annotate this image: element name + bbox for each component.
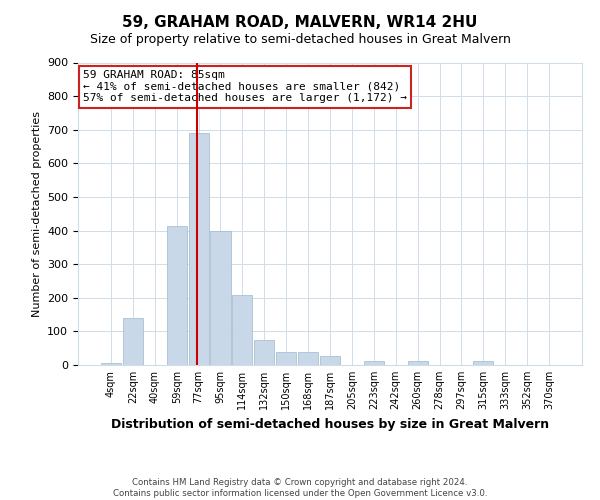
Bar: [364, 361, 384, 365]
Y-axis label: Number of semi-detached properties: Number of semi-detached properties: [32, 111, 41, 317]
Bar: [473, 361, 493, 365]
Bar: [232, 296, 253, 365]
Bar: [101, 364, 121, 365]
Text: 59, GRAHAM ROAD, MALVERN, WR14 2HU: 59, GRAHAM ROAD, MALVERN, WR14 2HU: [122, 15, 478, 30]
Bar: [254, 340, 274, 365]
Bar: [320, 356, 340, 365]
Bar: [276, 352, 296, 365]
Bar: [407, 361, 428, 365]
Bar: [298, 352, 318, 365]
Bar: [167, 226, 187, 365]
Bar: [188, 133, 209, 365]
X-axis label: Distribution of semi-detached houses by size in Great Malvern: Distribution of semi-detached houses by …: [111, 418, 549, 430]
Bar: [123, 318, 143, 365]
Text: Contains HM Land Registry data © Crown copyright and database right 2024.
Contai: Contains HM Land Registry data © Crown c…: [113, 478, 487, 498]
Bar: [211, 230, 230, 365]
Text: Size of property relative to semi-detached houses in Great Malvern: Size of property relative to semi-detach…: [89, 32, 511, 46]
Text: 59 GRAHAM ROAD: 85sqm
← 41% of semi-detached houses are smaller (842)
57% of sem: 59 GRAHAM ROAD: 85sqm ← 41% of semi-deta…: [83, 70, 407, 103]
